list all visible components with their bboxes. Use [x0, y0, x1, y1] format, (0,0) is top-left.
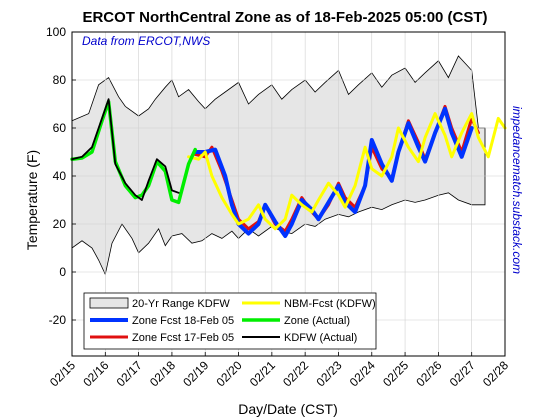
- legend-label-range: 20-Yr Range KDFW: [132, 298, 230, 310]
- legend-label-nbm: NBM-Fcst (KDFW): [284, 298, 376, 310]
- y-tick-label: 40: [53, 169, 67, 183]
- legend: 20-Yr Range KDFW Zone Fcst 18-Feb 05 Zone …: [83, 292, 377, 350]
- y-tick-label: 20: [53, 217, 67, 231]
- y-axis-label: Temperature (F): [24, 150, 40, 250]
- legend-swatch-range: [89, 297, 129, 309]
- y-tick-label: 80: [53, 73, 67, 87]
- legend-box: [83, 292, 377, 350]
- source-note: Data from ERCOT,NWS: [82, 34, 210, 48]
- chart-title: ERCOT NorthCentral Zone as of 18-Feb-202…: [82, 9, 487, 26]
- legend-label-kdfw: KDFW (Actual): [284, 332, 357, 344]
- legend-label-zone18: Zone Fcst 18-Feb 05: [132, 315, 234, 327]
- series-nbm-fcst: [187, 112, 507, 231]
- side-note: impedancematch.substack.com: [510, 106, 524, 274]
- plot-frame: [71, 31, 506, 357]
- series-zone-actual: [70, 99, 197, 205]
- x-axis-label: Day/Date (CST): [238, 401, 338, 417]
- y-tick-label: 60: [53, 121, 67, 135]
- series-zone-fcst-18feb: [193, 106, 474, 238]
- series-20yr-range-band: [71, 55, 486, 276]
- y-tick-label: -20: [49, 313, 67, 327]
- legend-label-zoneact: Zone (Actual): [284, 315, 350, 327]
- legend-label-zone17: Zone Fcst 17-Feb 05: [132, 332, 234, 344]
- y-tick-label: 0: [59, 265, 66, 279]
- series-kdfw-actual: [71, 98, 180, 201]
- y-tick-label: 100: [46, 25, 66, 39]
